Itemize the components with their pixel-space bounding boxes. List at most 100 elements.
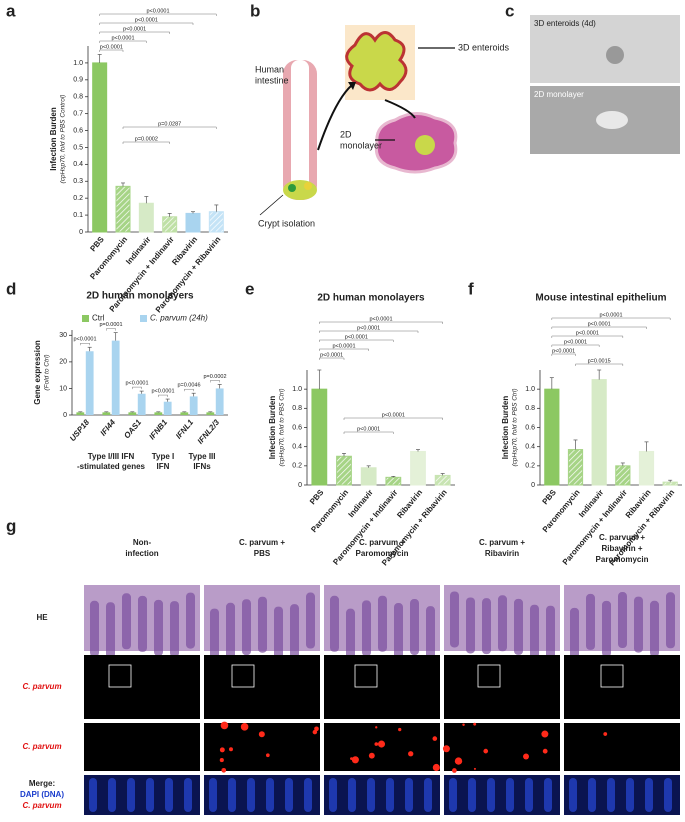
nuclei	[127, 778, 135, 812]
panel-letter: g	[6, 516, 16, 535]
p-value: p<0.0001	[357, 426, 380, 432]
villus	[346, 608, 355, 665]
y-axis-sublabel: (Fold to Ctrl)	[44, 354, 51, 390]
nuclei	[588, 778, 596, 812]
y-axis-label: Infection Burden	[501, 396, 510, 460]
parasite	[408, 751, 414, 757]
y-tick-label: 0.2	[292, 463, 302, 470]
y-tick-label: 1.0	[292, 386, 302, 393]
row-label: Merge:	[29, 779, 55, 788]
comparison-bracket	[319, 339, 394, 342]
parasite	[377, 740, 386, 748]
micrograph	[84, 775, 200, 815]
comparison-bracket	[551, 317, 671, 320]
villus	[394, 603, 403, 660]
parasite	[542, 748, 548, 754]
arrow	[384, 99, 416, 119]
chart-title: Mouse intestinal epithelium	[535, 293, 666, 304]
comparison-bracket	[99, 22, 194, 25]
group-label: Type III	[189, 452, 216, 461]
column-header: Ribavirin	[485, 549, 519, 558]
bar	[385, 476, 402, 486]
enteroid	[345, 31, 408, 92]
nuclei	[626, 778, 634, 812]
group-label: Type I/III IFN	[88, 452, 135, 461]
villus	[170, 601, 179, 658]
y-tick-label: 0.8	[525, 405, 535, 412]
bar	[185, 212, 201, 233]
comparison-bracket	[551, 335, 624, 338]
micrograph	[444, 775, 560, 815]
group-label: Type I	[152, 452, 175, 461]
p-value: p<0.0001	[382, 412, 405, 418]
nuclei	[209, 778, 217, 812]
bar	[163, 401, 172, 415]
comparison-bracket	[343, 417, 443, 420]
parasite	[473, 767, 476, 770]
villus	[546, 605, 555, 662]
column-header: PBS	[254, 549, 271, 558]
parasite	[483, 748, 489, 754]
villus	[210, 608, 219, 665]
bar	[162, 216, 178, 233]
parasite	[312, 729, 318, 735]
comparison-bracket	[106, 328, 116, 331]
bar	[336, 455, 352, 486]
p-value: p=0.0002	[203, 374, 226, 380]
crypt-base	[283, 180, 317, 200]
stem-cell	[288, 184, 296, 192]
parasite	[221, 767, 227, 773]
column-header: Paromomycin	[356, 549, 409, 558]
column-header: infection	[125, 549, 158, 558]
column-header: Non-	[133, 538, 152, 547]
comparison-bracket	[319, 330, 419, 333]
parasite	[473, 722, 477, 726]
p-value: p<0.0001	[588, 321, 611, 327]
parasite	[240, 723, 249, 731]
p-value: p=0.0015	[588, 358, 611, 364]
p-value: p<0.0001	[125, 381, 148, 387]
parasite	[374, 742, 379, 746]
p-value: p<0.0001	[151, 389, 174, 395]
p-value: p<0.0001	[146, 8, 169, 14]
comparison-bracket	[184, 388, 194, 392]
bar	[138, 202, 154, 233]
comparison-bracket	[80, 343, 90, 346]
y-tick-label: 0.2	[73, 195, 83, 202]
bar	[544, 388, 560, 486]
bar	[206, 412, 215, 415]
comparison-bracket	[99, 49, 124, 52]
column-header: C. parvum +	[359, 538, 405, 547]
comparison-bracket	[158, 394, 168, 398]
bar	[360, 467, 377, 486]
c-label: 3D enteroids (4d)	[534, 19, 596, 28]
micrograph	[204, 723, 320, 771]
bar	[111, 340, 120, 415]
villus	[106, 602, 115, 659]
column-header: Ribavirin +	[601, 544, 642, 553]
b-label: Crypt isolation	[258, 218, 315, 228]
nuclei	[165, 778, 173, 812]
nuclei	[449, 778, 457, 812]
micrograph	[444, 723, 560, 771]
villus	[666, 592, 675, 649]
comparison-bracket	[551, 344, 600, 347]
comparison-bracket	[343, 431, 394, 434]
nuclei	[405, 778, 413, 812]
parasite	[603, 732, 608, 736]
p-value: p<0.0001	[599, 312, 622, 318]
micrograph	[204, 655, 320, 719]
parasite	[375, 726, 378, 729]
p-value: p<0.0001	[73, 337, 96, 343]
bar	[638, 450, 655, 486]
y-tick-label: 0.3	[73, 178, 83, 185]
comparison-bracket	[319, 357, 345, 360]
panel-letter: b	[250, 1, 260, 20]
y-tick-label: 0.1	[73, 212, 83, 219]
y-tick-label: 0.2	[525, 463, 535, 470]
villus	[258, 596, 267, 653]
nuclei	[487, 778, 495, 812]
b-label: 3D enteroids	[458, 42, 510, 52]
bar	[189, 396, 198, 415]
villus	[634, 596, 643, 653]
